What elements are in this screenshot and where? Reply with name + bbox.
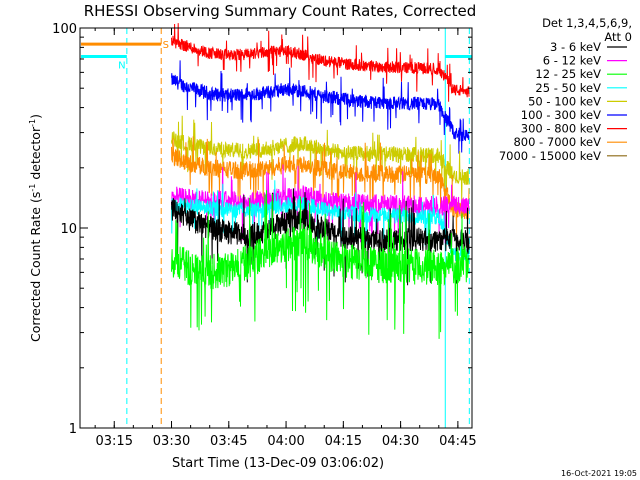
x-tick-label: 03:15: [96, 434, 133, 449]
y-axis: 1 10 100: [52, 22, 472, 437]
plot-area: NS: [81, 23, 472, 428]
x-tick-label: 03:30: [153, 434, 190, 449]
y-label-part: Corrected Count Rate (s: [28, 192, 43, 342]
legend-title-line: Det 1,3,4,5,6,9,: [542, 16, 632, 30]
y-tick-label: 10: [60, 222, 77, 237]
y-tick-label: 1: [69, 422, 77, 437]
x-axis: 03:15 03:30 03:45 04:00 04:15 04:30 04:45: [94, 28, 477, 449]
y-label-exp: -1: [28, 119, 37, 127]
legend-label: 3 - 6 keV: [550, 40, 601, 54]
y-label-exp: -1: [28, 184, 37, 192]
series-line-7: [171, 136, 470, 245]
x-tick-label: 04:15: [325, 434, 362, 449]
timestamp: 16-Oct-2021 19:05: [561, 469, 637, 478]
y-label-part: detector: [28, 126, 43, 184]
x-tick-label: 03:45: [210, 434, 247, 449]
legend-label: 800 - 7000 keV: [513, 135, 601, 149]
legend-label: 25 - 50 keV: [535, 81, 601, 95]
night-flag-label: N: [118, 61, 125, 72]
x-tick-label: 04:00: [267, 434, 304, 449]
series-line-5: [171, 60, 470, 154]
saa-flag-label: S: [163, 40, 169, 51]
series-line-6: [171, 23, 470, 102]
legend-label: 12 - 25 keV: [535, 67, 601, 81]
legend-label: 7000 - 15000 keV: [499, 149, 601, 163]
series-line-2: [171, 190, 470, 339]
legend-title-line: Att 0: [604, 30, 632, 44]
series-line-3: [171, 180, 470, 272]
legend-label: 100 - 300 keV: [521, 108, 601, 122]
y-axis-label: Corrected Count Rate (s-1 detector-1): [28, 114, 43, 342]
y-tick-label: 100: [52, 22, 77, 37]
y-label-part: ): [28, 114, 43, 119]
legend-label: 300 - 800 keV: [521, 122, 601, 136]
legend-label: 50 - 100 keV: [528, 94, 601, 108]
x-tick-label: 04:30: [382, 434, 419, 449]
x-axis-label: Start Time (13-Dec-09 03:06:02): [172, 456, 384, 471]
x-tick-label: 04:45: [439, 434, 476, 449]
series-line-0: [171, 188, 470, 286]
legend-label: 6 - 12 keV: [543, 54, 601, 68]
chart-title: RHESSI Observing Summary Count Rates, Co…: [84, 2, 477, 20]
